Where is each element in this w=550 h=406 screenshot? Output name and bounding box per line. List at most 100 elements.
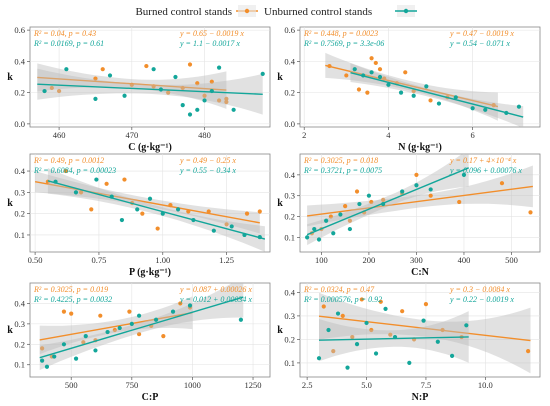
- data-point-unburned: [160, 211, 165, 216]
- data-point-burned: [365, 90, 370, 95]
- panel-5: 500 750 1000 1250 0.1 0.2 0.3 0.4 C:P k R² = 0.302…: [7, 282, 271, 403]
- data-point-unburned: [211, 228, 216, 233]
- data-point-unburned: [305, 235, 310, 240]
- data-point-burned: [40, 346, 45, 351]
- data-point-unburned: [44, 364, 50, 369]
- data-point-burned: [423, 302, 429, 307]
- data-point-burned: [216, 98, 222, 103]
- panel-2: 2 4 6 0.0 0.2 0.4 0.6 N (g·kg⁻¹) k R² = 0.448, p …: [277, 25, 541, 153]
- y-tick-label: 0.2: [14, 209, 25, 219]
- annotation-unburned-stats: R² = 0.0169, p = 0.61: [33, 39, 104, 48]
- annotation-unburned-stats: R² = 0.7569, p = 3.3e-06: [303, 39, 384, 48]
- data-point-burned: [100, 67, 105, 72]
- annotation-unburned-stats: R² = 0.3721, p = 0.0075: [303, 166, 382, 175]
- data-point-unburned: [61, 342, 67, 347]
- legend-key-burned-point: [244, 8, 250, 14]
- y-axis-label: k: [277, 72, 283, 83]
- annotation-unburned-stats: R² = 0.000576, p = 0.92: [303, 295, 382, 304]
- data-point-unburned: [428, 187, 433, 192]
- panels: 460 470 480 0.0 0.2 0.4 0.6 C (g·kg⁻¹) k R² = 0.0…: [7, 25, 541, 403]
- data-point-burned: [168, 203, 173, 208]
- data-point-burned: [180, 85, 185, 91]
- data-point-unburned: [187, 303, 193, 308]
- data-point-unburned: [411, 93, 416, 98]
- y-tick-label: 0.3: [14, 319, 25, 329]
- annotation-unburned-stats: R² = 0.4225, p = 0.0032: [33, 295, 112, 304]
- data-point-burned: [144, 63, 149, 69]
- data-point-unburned: [335, 311, 341, 316]
- data-point-burned: [369, 199, 374, 205]
- data-point-burned: [178, 301, 183, 306]
- data-point-unburned: [354, 342, 360, 347]
- data-point-burned: [331, 349, 336, 354]
- data-point-unburned: [316, 237, 322, 242]
- data-point-burned: [186, 209, 191, 214]
- annotation-burned-stats: R² = 0.49, p = 0.0012: [33, 156, 104, 165]
- data-point-burned: [350, 334, 355, 340]
- data-point-burned: [440, 327, 445, 333]
- data-point-unburned: [195, 107, 200, 112]
- fit-line-burned: [39, 312, 193, 341]
- confidence-band-unburned: [39, 283, 244, 370]
- data-point-burned: [224, 99, 229, 105]
- data-point-unburned: [392, 334, 398, 340]
- confidence-band-burned: [319, 292, 531, 374]
- y-tick-label: 0.1: [14, 360, 25, 370]
- y-tick-label: 0.1: [14, 230, 25, 240]
- y-tick-label: 0.4: [14, 56, 25, 66]
- data-point-unburned: [414, 183, 419, 188]
- data-point-unburned: [129, 321, 134, 326]
- x-tick-label: 4: [386, 130, 391, 140]
- data-point-burned: [155, 226, 160, 231]
- data-point-unburned: [109, 194, 114, 199]
- data-point-unburned: [107, 73, 113, 78]
- data-point-unburned: [483, 107, 488, 112]
- data-point-unburned: [173, 74, 178, 80]
- data-point-burned: [89, 207, 94, 212]
- x-tick-label: 500: [505, 255, 518, 265]
- data-point-burned: [321, 304, 326, 309]
- y-tick-label: 0.4: [284, 287, 295, 297]
- y-tick-label: 0.6: [284, 25, 295, 35]
- data-point-burned: [56, 88, 62, 94]
- data-point-burned: [187, 62, 193, 67]
- data-point-burned: [414, 172, 419, 177]
- data-point-unburned: [42, 88, 47, 94]
- data-point-unburned: [151, 67, 156, 72]
- legend: Burned control stands Unburned control s…: [135, 5, 417, 18]
- data-point-burned: [382, 76, 387, 81]
- data-point-unburned: [73, 356, 79, 361]
- data-point-unburned: [119, 217, 125, 223]
- data-point-burned: [61, 309, 67, 314]
- data-point-burned: [428, 98, 433, 103]
- data-point-burned: [151, 84, 156, 89]
- data-point-burned: [244, 211, 250, 216]
- data-point-unburned: [316, 356, 322, 361]
- plot-area: [299, 282, 541, 378]
- data-point-unburned: [407, 360, 412, 365]
- x-axis-label: C:P: [142, 392, 159, 403]
- data-point-unburned: [364, 320, 369, 326]
- data-point-burned: [340, 313, 345, 318]
- data-point-unburned: [352, 67, 357, 72]
- y-tick-label: 0.3: [284, 311, 295, 321]
- data-point-burned: [209, 79, 214, 84]
- x-tick-label: 470: [125, 130, 138, 140]
- data-point-unburned: [93, 348, 98, 353]
- annotation-unburned-equation: y = 0.22 − 0.0019 x: [449, 295, 514, 304]
- data-point-burned: [359, 297, 364, 302]
- data-point-unburned: [180, 103, 185, 108]
- plot-area: [29, 26, 271, 128]
- data-point-unburned: [347, 226, 353, 232]
- data-point-unburned: [383, 306, 388, 311]
- annotation-unburned-equation: y = 1.1 − 0.0017 x: [179, 39, 240, 48]
- x-tick-label: 10.0: [478, 380, 493, 390]
- x-tick-label: 100: [315, 255, 328, 265]
- data-point-unburned: [377, 74, 383, 80]
- data-point-burned: [63, 168, 68, 174]
- data-point-burned: [526, 349, 531, 354]
- data-point-burned: [377, 67, 383, 72]
- data-point-unburned: [312, 226, 317, 232]
- data-point-unburned: [421, 318, 426, 323]
- annotation-unburned-stats: R² = 0.6084, p = 0.00023: [33, 166, 116, 175]
